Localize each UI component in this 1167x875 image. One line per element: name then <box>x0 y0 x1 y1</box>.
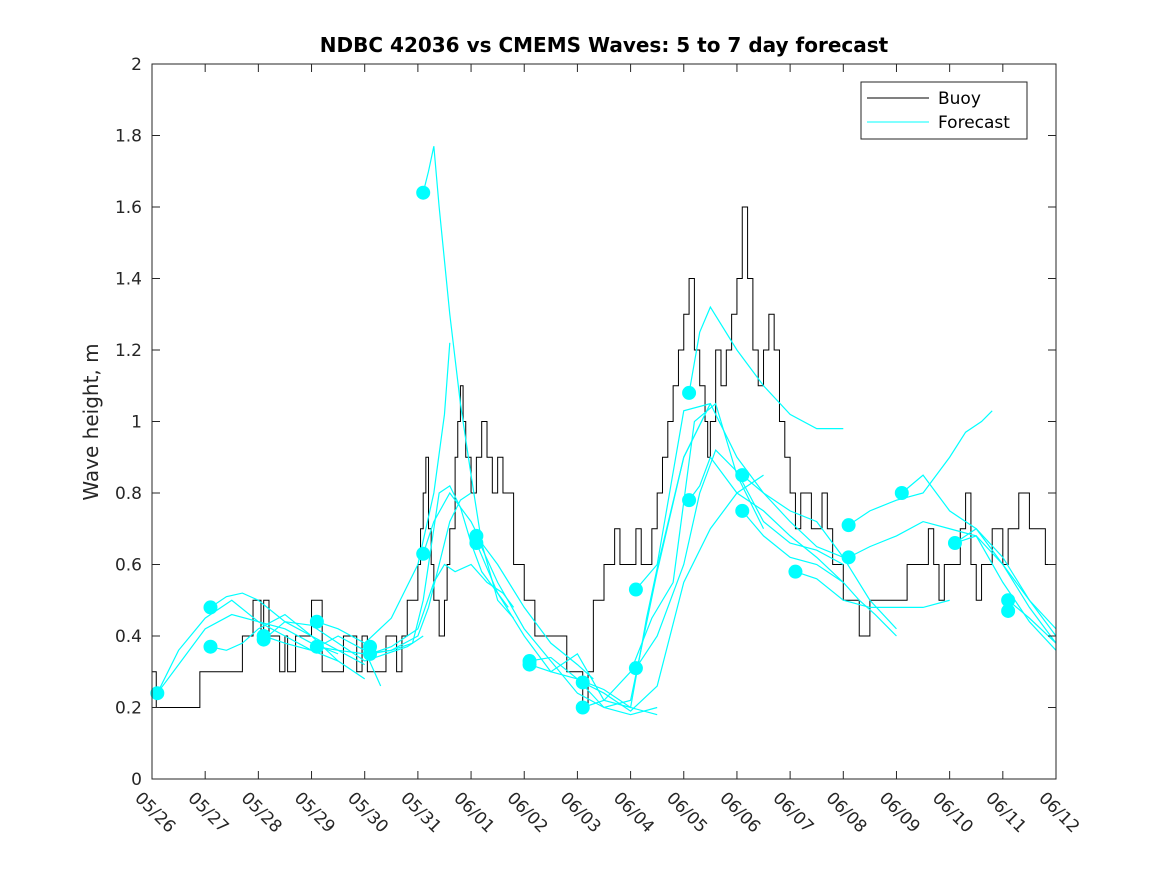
forecast-start-marker <box>1001 603 1016 618</box>
forecast-series-line-30 <box>954 535 1057 651</box>
forecast-series-line-25 <box>795 571 950 608</box>
forecast-start-marker <box>469 536 484 551</box>
forecast-series-line-24 <box>741 510 897 637</box>
forecast-start-marker <box>894 486 909 500</box>
forecast-series-line-23 <box>741 474 897 630</box>
forecast-start-marker <box>150 686 165 701</box>
forecast-series-line-11 <box>422 146 515 619</box>
y-tick-label: 0.2 <box>115 699 142 719</box>
forecast-start-marker <box>203 600 218 615</box>
forecast-series-line-26 <box>848 410 993 526</box>
buoy-series-line <box>152 206 1056 708</box>
y-tick-label: 1.6 <box>115 198 142 218</box>
forecast-start-marker <box>203 639 218 654</box>
forecast-series-line-4 <box>210 613 366 680</box>
y-tick-label: 1 <box>131 413 142 433</box>
legend-box <box>860 81 1028 140</box>
forecast-start-marker <box>735 468 750 483</box>
forecast-series-line-13 <box>475 535 658 716</box>
forecast-series-line-8 <box>316 492 472 655</box>
forecast-start-marker <box>947 536 962 551</box>
forecast-start-marker <box>575 675 590 690</box>
plot-area <box>150 146 1057 716</box>
forecast-series-line-12 <box>422 491 594 680</box>
forecast-series-line-3 <box>210 592 365 666</box>
forecast-start-marker <box>628 582 643 597</box>
forecast-start-marker <box>309 639 324 654</box>
forecast-start-marker <box>256 632 271 647</box>
legend-buoy-label: Buoy <box>938 89 981 109</box>
forecast-series-line-22 <box>688 456 844 583</box>
forecast-series-line-1 <box>156 613 339 694</box>
forecast-start-marker <box>788 564 803 579</box>
forecast-start-marker <box>416 546 431 561</box>
forecast-series-line-9 <box>369 484 509 655</box>
forecast-series-line-16 <box>529 403 711 709</box>
forecast-start-marker <box>841 518 856 533</box>
chart-title: NDBC 42036 vs CMEMS Waves: 5 to 7 day fo… <box>320 33 889 57</box>
forecast-series-line-18 <box>582 402 765 709</box>
forecast-series-line-29 <box>954 527 1057 644</box>
forecast-start-marker <box>841 550 856 565</box>
forecast-series-line-27 <box>848 520 1057 637</box>
y-tick-label: 2 <box>131 55 142 75</box>
forecast-start-marker <box>628 661 643 676</box>
forecast-series-line-2 <box>156 599 339 694</box>
forecast-start-marker <box>682 493 697 508</box>
y-tick-label: 0.8 <box>115 484 142 504</box>
forecast-series-line-19 <box>635 402 844 590</box>
y-axis-label: Wave height, m <box>79 343 103 500</box>
forecast-start-marker <box>416 185 431 200</box>
forecast-series-line-14 <box>475 542 658 716</box>
forecast-series-line-21 <box>688 305 844 430</box>
forecast-start-marker <box>575 700 590 715</box>
y-tick-label: 1.8 <box>115 127 142 147</box>
forecast-start-marker <box>309 614 324 629</box>
legend-forecast-label: Forecast <box>938 113 1010 133</box>
forecast-series-line-31 <box>1007 599 1057 644</box>
forecast-start-marker <box>735 503 750 518</box>
y-tick-label: 0.6 <box>115 556 142 576</box>
forecast-start-marker <box>1001 593 1016 608</box>
y-tick-label: 0.4 <box>115 627 142 647</box>
forecast-start-marker <box>363 646 378 661</box>
y-tick-label: 1.4 <box>115 270 142 290</box>
legend: Buoy Forecast <box>860 81 1028 140</box>
forecast-start-marker <box>522 657 537 672</box>
y-tick-label: 1.2 <box>115 341 142 361</box>
forecast-start-marker <box>682 385 697 400</box>
y-tick-label: 0 <box>131 770 142 790</box>
forecast-series-line-7 <box>316 342 451 644</box>
